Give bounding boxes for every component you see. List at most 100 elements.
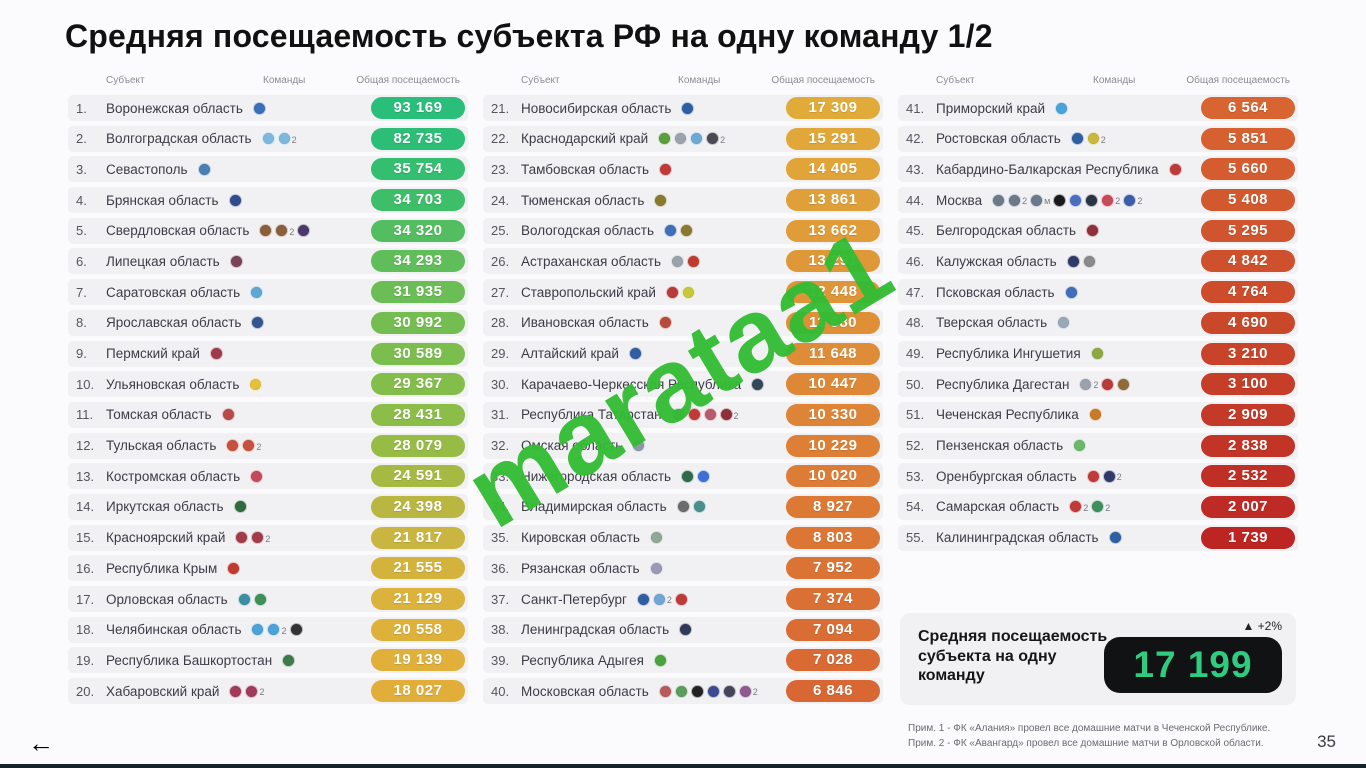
row-rank: 21.: [491, 100, 510, 116]
team-badges: [1052, 101, 1069, 115]
table-row: 9. Пермский край 30 589: [68, 340, 468, 367]
team-badges: 2: [656, 684, 758, 698]
badge-count: 2: [256, 441, 262, 452]
team-badge-icon: [1085, 193, 1099, 207]
team-badges: 2: [259, 132, 297, 146]
team-badge-icon: [1082, 254, 1096, 268]
team-badge-icon: [1101, 377, 1115, 391]
row-subject-name: Республика Ингушетия: [936, 346, 1081, 361]
row-rank: 25.: [491, 223, 510, 239]
badge-count: 2: [265, 533, 271, 544]
row-subject-name: Приморский край: [936, 100, 1046, 116]
table-row: 20. Хабаровский край 2 18 027: [68, 678, 468, 705]
footnote-2: Прим. 2 - ФК «Авангард» провел все домаш…: [908, 737, 1264, 749]
attendance-pill: 7 952: [786, 557, 880, 580]
table-row: 49. Республика Ингушетия 3 210: [898, 340, 1298, 367]
row-rank: 10.: [76, 376, 95, 392]
attendance-pill: 2 838: [1201, 434, 1295, 457]
table-row: 12. Тульская область 2 28 079: [68, 432, 468, 459]
team-badges: [1054, 316, 1071, 330]
row-subject-name: Владимирская область: [521, 499, 667, 515]
team-badge-icon: [697, 469, 711, 483]
badge-count: 2: [289, 226, 295, 237]
row-subject-name: Орловская область: [106, 591, 228, 607]
row-subject-name: Свердловская область: [106, 223, 250, 239]
team-badge-icon: [636, 592, 650, 606]
table-row: 28. Ивановская область 11 980: [483, 309, 883, 336]
row-rank: 55.: [906, 530, 925, 546]
row-rank: 52.: [906, 438, 925, 454]
attendance-pill: 31 935: [371, 281, 465, 304]
row-subject-name: Москва: [936, 192, 983, 208]
table-row: 15. Красноярский край 2 21 817: [68, 524, 468, 551]
team-badge-icon: [267, 623, 281, 637]
table-row: 23. Тамбовская область 14 405: [483, 156, 883, 183]
back-arrow-icon[interactable]: ←: [28, 728, 54, 758]
table-header: Субъект Команды Общая посещаемость: [68, 70, 468, 90]
row-subject-name: Тульская область: [106, 438, 217, 454]
team-badge-icon: [706, 132, 720, 146]
team-badge-icon: [229, 684, 243, 698]
team-badge-icon: [681, 469, 695, 483]
table-row: 54. Самарская область 2 2 2 007: [898, 493, 1298, 520]
table-row: 55. Калининградская область 1 739: [898, 524, 1298, 551]
table-row: 11. Томская область 28 431: [68, 401, 468, 428]
badge-count: 2: [1083, 502, 1089, 513]
summary-card: Средняя посещаемость субъекта на одну ко…: [900, 613, 1296, 705]
team-badges: 2: [634, 592, 688, 606]
team-badge-icon: [197, 162, 211, 176]
team-badges: [663, 285, 695, 299]
team-badges: [668, 254, 701, 268]
table-row: 16. Республика Крым 21 555: [68, 555, 468, 582]
attendance-pill: 2 007: [1201, 495, 1295, 518]
summary-value-box: 17 199: [1104, 637, 1282, 693]
row-subject-name: Карачаево-Черкесская Республика: [521, 376, 742, 392]
badge-count: 2: [1105, 502, 1111, 513]
team-badges: 2: [232, 531, 271, 545]
team-badge-icon: [251, 623, 265, 637]
bottom-bar: [0, 764, 1366, 768]
team-badge-icon: [1008, 193, 1022, 207]
row-rank: 54.: [906, 499, 925, 515]
attendance-pill: 19 139: [371, 649, 465, 672]
team-badges: [661, 224, 693, 238]
row-subject-name: Ленинградская область: [521, 622, 670, 638]
row-rank: 49.: [906, 346, 925, 361]
table-row: 35. Кировская область 8 803: [483, 524, 883, 551]
team-badge-icon: [1030, 193, 1044, 207]
team-badge-icon: [703, 408, 717, 422]
team-badge-icon: [275, 224, 289, 238]
attendance-pill: 2 909: [1201, 403, 1295, 426]
team-badge-icon: [674, 684, 688, 698]
team-badges: [250, 101, 266, 115]
row-rank: 16.: [76, 560, 95, 576]
attendance-pill: 17 309: [786, 97, 880, 119]
row-subject-name: Томская область: [106, 407, 212, 423]
team-badges: [629, 439, 646, 453]
row-subject-name: Омская область: [521, 438, 623, 454]
row-rank: 45.: [906, 223, 925, 239]
row-rank: 37.: [491, 591, 510, 607]
table-row: 21. Новосибирская область 17 309: [483, 95, 883, 121]
row-subject-name: Белгородская область: [936, 223, 1077, 239]
badge-count: 2: [1100, 134, 1106, 145]
team-badges: [247, 469, 264, 483]
team-badge-icon: [228, 193, 242, 207]
team-badge-icon: [649, 531, 663, 545]
table-body-3: 41. Приморский край 6 564 42. Ростовская обл…: [898, 95, 1298, 551]
row-rank: 22.: [491, 131, 510, 147]
team-badge-icon: [992, 193, 1006, 207]
table-row: 1. Воронежская область 93 169: [68, 95, 468, 121]
table-body-1: 1. Воронежская область 93 169 2. Волгоградск…: [68, 95, 468, 705]
row-subject-name: Республика Адыгея: [521, 652, 644, 668]
attendance-pill: 3 100: [1201, 373, 1295, 396]
row-subject-name: Костромская область: [106, 468, 241, 484]
team-badge-icon: [251, 531, 265, 545]
row-rank: 47.: [906, 284, 925, 300]
team-badges: 2: [223, 439, 262, 453]
attendance-pill: 24 591: [371, 465, 465, 488]
team-badge-icon: [665, 285, 679, 299]
attendance-pill: 35 754: [371, 158, 465, 181]
row-rank: 27.: [491, 284, 510, 300]
row-subject-name: Алтайский край: [521, 346, 619, 361]
